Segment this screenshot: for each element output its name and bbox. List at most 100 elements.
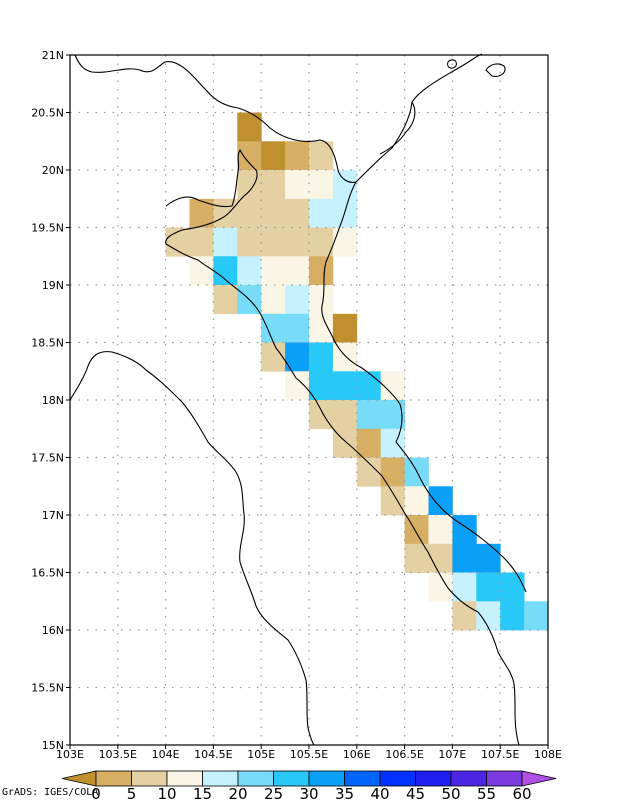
border-laos-vietnam <box>165 148 479 613</box>
grid-cell <box>237 256 262 286</box>
grid-cell <box>213 285 238 315</box>
y-tick-label: 21N <box>42 49 64 62</box>
grid-cell <box>309 198 334 228</box>
x-axis-ticks: 103E 103.5E 104E 104.5E 105E 105.5E 106E 106.5E… <box>56 745 562 761</box>
colorbar-label: 40 <box>370 785 389 800</box>
y-tick-label: 20.5N <box>31 107 64 120</box>
grid-cell <box>309 170 334 200</box>
grid-cell <box>261 256 286 286</box>
y-tick-label: 16.5N <box>31 567 64 580</box>
colorbar-label: 30 <box>299 785 318 800</box>
y-tick-label: 19N <box>42 279 64 292</box>
colorbar: 0 5 10 15 20 25 30 35 40 45 50 55 60 <box>61 770 557 800</box>
grid-cell <box>380 428 405 458</box>
x-tick-label: 107E <box>438 748 466 761</box>
colorbar-box <box>237 770 274 787</box>
grid-cell <box>404 543 429 573</box>
grid-cell <box>285 227 310 257</box>
grid-cell <box>476 572 501 602</box>
x-tick-label: 106E <box>343 748 371 761</box>
grid-cell <box>237 198 262 228</box>
grid-cell <box>332 371 358 401</box>
y-tick-label: 17N <box>42 509 64 522</box>
grid-cell <box>213 198 238 228</box>
colorbar-label: 50 <box>441 785 460 800</box>
grid-cell <box>189 227 214 257</box>
x-tick-label: 104.5E <box>194 748 232 761</box>
grid-cell <box>332 170 358 200</box>
colorbar-box <box>166 770 203 787</box>
grid-cell <box>285 170 310 200</box>
colorbar-low-triangle <box>61 770 97 787</box>
grid-cell <box>524 601 549 631</box>
grid-cell <box>237 170 262 200</box>
grid-cell <box>261 198 286 228</box>
colorbar-label: 35 <box>335 785 354 800</box>
y-axis-ticks: 21N 20.5N 20N 19.5N 19N 18.5N 18N 17.5N 17N 16.5N… <box>31 49 70 752</box>
colorbar-box <box>202 770 239 787</box>
grid-cell <box>356 400 382 430</box>
colorbar-high-triangle <box>521 770 557 787</box>
colorbar-label: 55 <box>477 785 496 800</box>
grid-cell <box>332 198 358 228</box>
grid-cell <box>452 601 477 631</box>
x-tick-label: 103.5E <box>99 748 137 761</box>
grid-cell <box>332 313 358 343</box>
grid-cell <box>213 256 238 286</box>
grid-cell <box>452 515 477 545</box>
grid-cell <box>428 486 453 516</box>
y-tick-label: 18N <box>42 394 64 407</box>
grid-cell <box>500 572 525 602</box>
y-tick-label: 15.5N <box>31 682 64 695</box>
colorbar-label: 10 <box>157 785 176 800</box>
grid-cell <box>380 400 405 430</box>
grid-cell <box>500 601 525 631</box>
colorbar-label: 60 <box>512 785 531 800</box>
grid-cell <box>261 342 286 372</box>
y-tick-label: 18.5N <box>31 337 64 350</box>
grads-credit: GrADS: IGES/COLA <box>2 787 98 798</box>
colorbar-box <box>308 770 345 787</box>
grid-cell <box>332 400 358 430</box>
colorbar-box <box>415 770 452 787</box>
grid-cell <box>309 227 334 257</box>
y-tick-label: 19.5N <box>31 222 64 235</box>
grid-cell <box>285 141 310 171</box>
grid-cell <box>237 112 262 142</box>
grid-cell <box>237 227 262 257</box>
grid-cell <box>309 342 334 372</box>
grid-cell <box>356 371 382 401</box>
x-tick-label: 105E <box>247 748 275 761</box>
grid-cell <box>428 515 453 545</box>
colorbar-box <box>131 770 168 787</box>
x-tick-label: 103E <box>56 748 84 761</box>
grid-cell <box>356 457 382 487</box>
border-laos-thailand <box>69 351 315 746</box>
grid-cell <box>428 543 453 573</box>
mainland-coast-north <box>379 101 416 155</box>
vietnam-coastline <box>74 53 483 183</box>
grid-cell <box>476 543 501 573</box>
coastline-central <box>321 181 527 593</box>
grid-cell <box>309 285 334 315</box>
island-coast <box>485 63 506 77</box>
y-tick-label: 20N <box>42 164 64 177</box>
grid-cell <box>309 313 334 343</box>
x-tick-label: 108E <box>534 748 562 761</box>
grid-cell <box>189 256 214 286</box>
grid-cell <box>428 572 453 602</box>
grid-cell <box>213 227 238 257</box>
grid-cell <box>261 141 286 171</box>
grid-cell <box>404 486 429 516</box>
x-tick-label: 105.5E <box>290 748 328 761</box>
colorbar-box <box>344 770 381 787</box>
colorbar-box <box>450 770 487 787</box>
grid-cell <box>237 141 262 171</box>
y-tick-label: 16N <box>42 624 64 637</box>
precipitation-cells <box>165 112 549 631</box>
colorbar-box <box>486 770 523 787</box>
y-tick-label: 15N <box>42 739 64 752</box>
colorbar-label: 5 <box>127 785 137 800</box>
lat-lon-gridlines <box>70 55 548 745</box>
colorbar-label: 45 <box>406 785 425 800</box>
